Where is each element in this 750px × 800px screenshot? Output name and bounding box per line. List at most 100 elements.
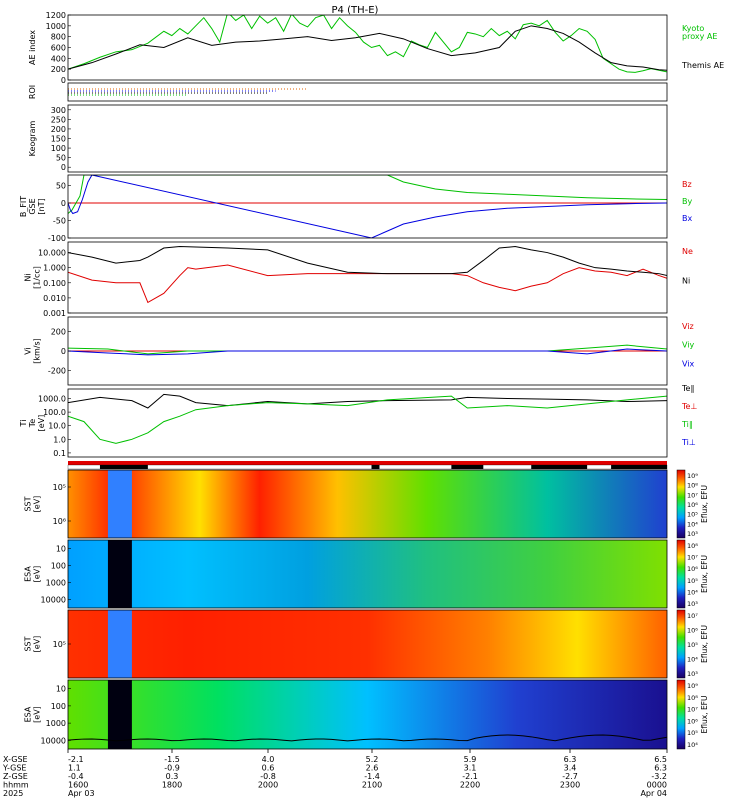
- x-tick-label: 2100: [362, 781, 382, 790]
- esa_ion-colorbar-tick: 10³: [687, 600, 698, 608]
- sst_omni-ytick-label: 10⁵: [53, 483, 66, 492]
- density-legend-ni: Ni: [682, 277, 690, 286]
- x-tick-label: 6.3: [654, 764, 667, 773]
- x-tick-label: 1800: [162, 781, 182, 790]
- panel-temperature: Ti Te [eV] 0.1 1.0 10.0 100.0 1000.0 Te∥ Te⊥ Ti∥ Ti…: [19, 384, 697, 458]
- esa_ion-frame: [67, 539, 668, 609]
- ae-ytick-label: 200: [51, 65, 66, 74]
- esa_ion-ytick-label: 100: [51, 562, 66, 571]
- ae-series-kyoto-proxy-ae: [68, 15, 667, 73]
- sst_omni-colorbar-tick: 10⁴: [687, 520, 698, 528]
- x-tick-label: -2.1: [68, 755, 84, 764]
- esa_ion-colorbar-tick: 10⁴: [687, 588, 698, 596]
- ae-ytick-label: 600: [51, 44, 66, 53]
- velocity-legend-vix: Vix: [682, 359, 695, 368]
- temperature-legend: Ti∥: [681, 420, 693, 429]
- sst_elec-colorbar-tick: 10³: [687, 670, 698, 678]
- sst_omni-colorbar-tick: 10⁶: [687, 501, 698, 509]
- temperature-legend: Ti⊥: [681, 438, 696, 447]
- density-ytick-label: 0.010: [43, 294, 66, 303]
- sst_elec-colorbar-tick: 10⁴: [687, 656, 698, 664]
- panel-velocity: Vi [km/s] -200 0 200 Viz Viy Vix: [24, 316, 695, 386]
- esa_ion-colorbar-tick: 10⁶: [687, 565, 698, 573]
- bfield-ytick-label: -100: [48, 234, 66, 243]
- density-ylabel: Ni: [24, 273, 33, 281]
- velocity-ylabel: [km/s]: [33, 338, 42, 364]
- velocity-legend-viz: Viz: [682, 322, 694, 331]
- roi-frame: [67, 82, 668, 102]
- bfield-ytick-label: 50: [56, 182, 66, 191]
- bfield-legend-bx: Bx: [682, 214, 692, 223]
- x-tick-label: -0.9: [164, 764, 180, 773]
- bfield-ylabel: B_FIT: [19, 196, 28, 217]
- x-tick-label: 3.4: [564, 764, 577, 773]
- density-ylabel: [1/cc]: [33, 266, 42, 289]
- bfield-series-by: [68, 175, 667, 214]
- sst_omni-colorbar-tick: 10⁹: [687, 472, 698, 480]
- keogram-frame: [67, 104, 668, 173]
- x-axis-row-label: Z-GSE: [3, 772, 28, 781]
- bfield-legend-bz: Bz: [682, 180, 692, 189]
- esa_ion-colorbar-label: Eflux, EFU: [700, 555, 709, 593]
- ae-legend-kyoto: Kyoto: [682, 24, 704, 33]
- esa_ion-colorbar-tick: 10⁸: [687, 542, 698, 550]
- sst_omni-spectrogram: [68, 470, 667, 538]
- panel-roi: ROI: [28, 82, 668, 102]
- x-tick-label: 2300: [560, 781, 580, 790]
- esa_elec-frame: [67, 679, 668, 750]
- keogram-ytick-label: 150: [51, 135, 66, 144]
- esa_ion-ylabel: ESA: [24, 566, 33, 582]
- temperature-ylabel: Ti: [19, 420, 28, 428]
- x-tick-label: 0.6: [262, 764, 275, 773]
- keogram-ytick-label: 50: [56, 154, 66, 163]
- keogram-ytick-label: 250: [51, 115, 66, 124]
- density-ytick-label: 0.100: [43, 279, 66, 288]
- sst_omni-colorbar-label: Eflux, EFU: [700, 485, 709, 523]
- sst_omni-ytick-label: 10⁶: [53, 517, 66, 526]
- x-tick-label: 5.2: [366, 755, 379, 764]
- sst_elec-spectrogram: [68, 610, 667, 678]
- esa_elec-colorbar-tick: 10⁸: [687, 694, 698, 702]
- panels-layer: AE index020040060080010001200Kyotoproxy …: [19, 11, 724, 750]
- esa_ion-gap-band: [107, 540, 132, 608]
- esa_elec-colorbar: [676, 679, 686, 750]
- temperature-ytick-label: 1000.0: [38, 395, 66, 404]
- velocity-series-vix: [68, 348, 667, 356]
- status-bar-segment: [531, 465, 588, 469]
- sst_elec-colorbar-tick: 10⁷: [687, 612, 698, 620]
- temperature-series-group: [68, 393, 667, 444]
- esa_elec-colorbar-tick: 10⁵: [687, 729, 698, 737]
- sst_omni-colorbar-tick: 10⁸: [687, 482, 698, 490]
- velocity-series-group: [68, 344, 667, 356]
- x-tick-label: 6.3: [564, 755, 577, 764]
- temperature-ylabel: [eV]: [37, 415, 46, 432]
- temperature-ytick-label: 100.0: [43, 408, 66, 417]
- esa_elec-ylabel: ESA: [24, 706, 33, 722]
- status-bar-segment: [611, 465, 667, 469]
- density-frame: [67, 241, 668, 314]
- bfield-ylabel: GSE: [28, 198, 37, 214]
- status-bar-segment: [99, 465, 148, 469]
- x-tick-label: -2.7: [562, 772, 578, 781]
- velocity-ylabel: Vi: [24, 347, 33, 355]
- ae-legend-themis: Themis AE: [681, 61, 724, 70]
- sst_omni-ylabel: SST: [24, 496, 33, 511]
- sst_omni-colorbar-tick: 10⁵: [687, 511, 698, 519]
- esa_ion-colorbar: [676, 539, 686, 609]
- x-tick-label: -1.4: [364, 772, 380, 781]
- panel-bfield: B_FIT GSE [nT] -100 -50 0 50 Bz By Bx: [19, 174, 692, 243]
- ae-series-themis-ae: [68, 25, 667, 71]
- density-series-ni: [68, 246, 667, 277]
- x-axis-row-label: Y-GSE: [2, 764, 26, 773]
- x-tick-label: -2.1: [462, 772, 478, 781]
- esa_elec-ytick-label: 10000: [41, 736, 66, 745]
- keogram-ytick-label: 0: [61, 163, 66, 172]
- temperature-ytick-label: 0.1: [53, 449, 66, 458]
- esa_elec-ylabel: [eV]: [33, 706, 42, 723]
